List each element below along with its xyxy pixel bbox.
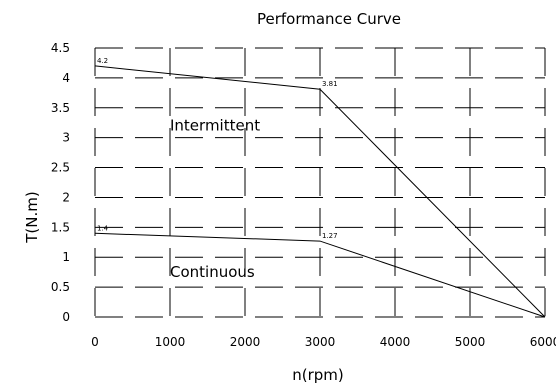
x-tick-label: 5000 bbox=[455, 335, 486, 349]
data-label: 4.2 bbox=[97, 57, 108, 65]
series-layer: 4.2 3.81 1.4 1.27 bbox=[94, 57, 546, 318]
x-tick-label: 1000 bbox=[155, 335, 186, 349]
x-axis-label: n(rpm) bbox=[292, 366, 344, 384]
region-label: Intermittent bbox=[170, 117, 260, 135]
y-tick-label: 3.5 bbox=[51, 101, 70, 115]
y-tick-label: 0.5 bbox=[51, 280, 70, 294]
chart-title: Performance Curve bbox=[257, 10, 401, 28]
data-label: 3.81 bbox=[322, 80, 338, 88]
x-tick-label: 0 bbox=[91, 335, 99, 349]
x-tick-label: 6000 bbox=[530, 335, 556, 349]
data-label: 1.27 bbox=[322, 232, 338, 240]
data-label: 1.4 bbox=[97, 224, 109, 232]
series-line bbox=[94, 65, 546, 318]
y-tick-label: 3 bbox=[62, 131, 70, 145]
x-tick-label: 2000 bbox=[230, 335, 261, 349]
x-tick-label: 4000 bbox=[380, 335, 411, 349]
grid bbox=[94, 47, 546, 318]
series-line bbox=[94, 232, 546, 318]
y-tick-label: 2 bbox=[62, 190, 70, 204]
y-tick-label: 0 bbox=[62, 310, 70, 324]
y-tick-label: 4 bbox=[62, 71, 70, 85]
x-tick-label: 3000 bbox=[305, 335, 336, 349]
x-tick-labels: 0 1000 2000 3000 4000 5000 6000 bbox=[91, 335, 556, 349]
y-tick-labels: 0 0.5 1 1.5 2 2.5 3 3.5 4 4.5 bbox=[51, 41, 70, 324]
y-tick-label: 1 bbox=[62, 250, 70, 264]
y-axis-label: T(N.m) bbox=[23, 191, 41, 243]
region-label: Continuous bbox=[170, 263, 255, 281]
y-tick-label: 1.5 bbox=[51, 220, 70, 234]
y-tick-label: 2.5 bbox=[51, 161, 70, 175]
y-tick-label: 4.5 bbox=[51, 41, 70, 55]
annotation-layer: Intermittent Continuous bbox=[170, 117, 260, 281]
